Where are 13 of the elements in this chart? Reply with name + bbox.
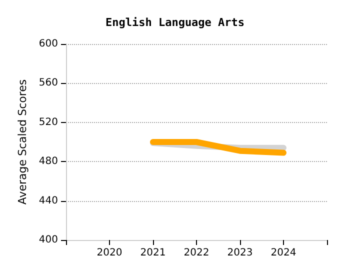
x-tick-label: 2022 [184,248,210,258]
x-tick-label: 2023 [227,248,253,258]
x-tick-label: 2024 [270,248,296,258]
x-tick-label: 2020 [96,248,122,258]
y-tick-label: 480 [38,156,58,168]
chart-title: English Language Arts [105,16,245,29]
x-tick-label: 2021 [140,248,166,258]
y-axis-title: Average Scaled Scores [16,79,30,205]
y-tick-label: 440 [38,195,58,206]
y-tick-label: 400 [38,234,58,246]
y-tick-label: 600 [38,38,58,50]
y-tick-label: 520 [38,116,58,128]
y-tick-label: 560 [38,78,58,89]
